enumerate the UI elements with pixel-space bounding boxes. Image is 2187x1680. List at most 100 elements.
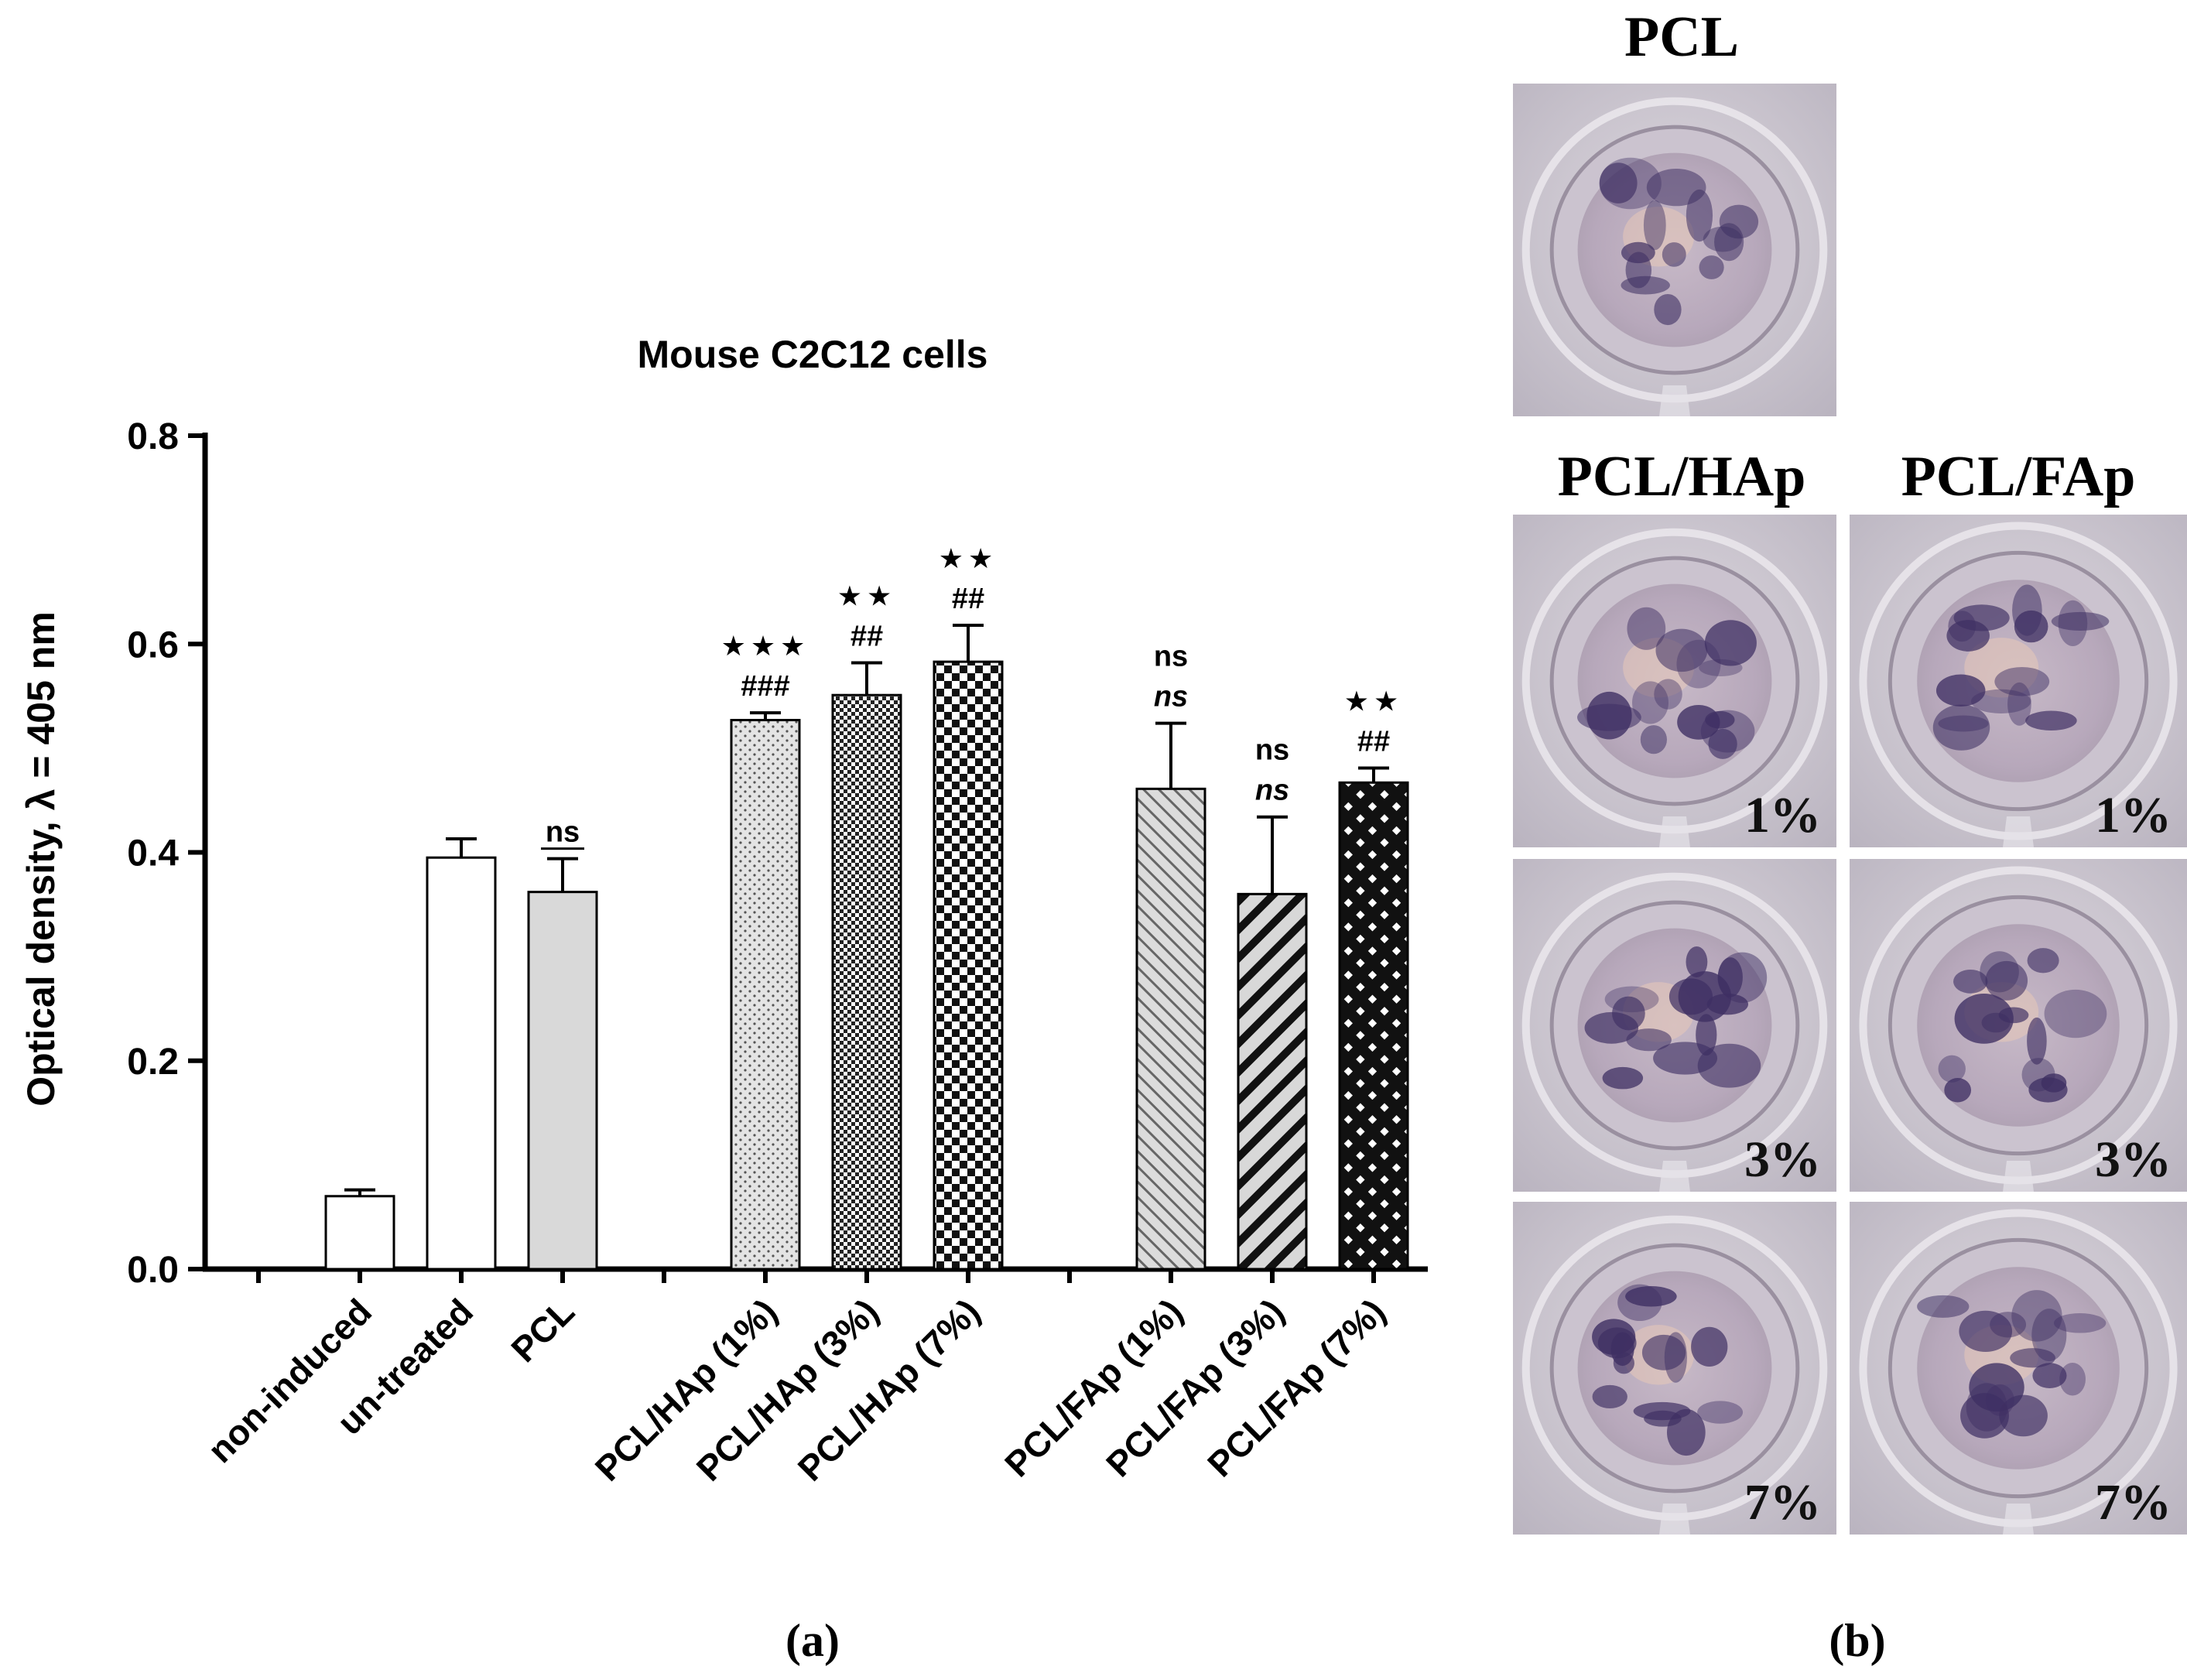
stain-spot [1617, 1284, 1662, 1322]
panel-label-a: (a) [785, 1615, 840, 1666]
bar-3 [527, 891, 598, 1271]
stain-spot [1686, 946, 1708, 978]
well-fap-1: 1% [1850, 515, 2187, 847]
stain-spot [1970, 689, 2031, 713]
stain-spot [2044, 989, 2107, 1038]
x-tick-label-4: PCL/HAp (1%) [587, 1291, 785, 1488]
annotation-line2-6: ## [952, 583, 984, 615]
stain-spot [1959, 1310, 2013, 1353]
stain-spot [1677, 704, 1720, 740]
stain-spot [1708, 728, 1737, 759]
stain-spot [2012, 584, 2042, 636]
stain-spot [1994, 666, 2050, 696]
panel-label-b: (b) [1829, 1615, 1885, 1666]
stain-spot [1641, 1334, 1686, 1370]
annotation-stars-5: ★★ [837, 580, 897, 611]
well-notch [1659, 1504, 1690, 1535]
chart-title: Mouse C2C12 cells [638, 333, 988, 376]
bar-4 [730, 719, 801, 1271]
photo-top-title: PCL [1624, 5, 1739, 69]
well-percent-label: 3% [2095, 1131, 2172, 1188]
stain-spot [1604, 986, 1659, 1013]
annotation-line1-8: ns [1255, 734, 1289, 767]
stain-spot [1719, 204, 1759, 239]
stain-spot [1953, 969, 1988, 994]
stain-spot [1653, 1042, 1718, 1075]
well-hap-2: 3% [1513, 859, 1836, 1192]
stain-spot [1643, 200, 1666, 251]
stain-spot [1705, 710, 1735, 729]
stain-spot [1717, 957, 1743, 997]
well-fap-3: 7% [1850, 1202, 2187, 1535]
well-percent-label: 3% [1744, 1131, 1821, 1188]
stain-spot [1704, 620, 1757, 666]
well-percent-label: 1% [1744, 787, 1821, 843]
bar-8 [1237, 892, 1308, 1271]
stain-spot [2011, 1290, 2062, 1342]
stain-spot [1627, 607, 1666, 650]
stain-spot [1592, 1384, 1627, 1408]
bar-2 [426, 856, 497, 1271]
stain-spot [1602, 1066, 1644, 1090]
error-bars [344, 624, 1389, 1196]
stain-spot [2010, 1348, 2055, 1368]
stain-spot [2007, 682, 2031, 726]
annotation-line2-7: ns [1154, 681, 1188, 713]
stain-spot [1625, 1286, 1677, 1307]
annotation-stars-9: ★★ [1344, 685, 1404, 717]
well-percent-label: 7% [2095, 1474, 2172, 1531]
stain-spot [1969, 1363, 2024, 1412]
stain-spot [1577, 703, 1641, 731]
bar-6 [933, 660, 1004, 1271]
photo-col-title-fap: PCL/FAp [1901, 445, 2136, 508]
stain-spot [2051, 611, 2110, 631]
stain-spot [1686, 189, 1713, 242]
stain-spot [1655, 628, 1708, 672]
photo-col-title-hap: PCL/HAp [1558, 445, 1806, 508]
well-notch [1659, 1161, 1690, 1192]
stain-spot [1662, 242, 1686, 267]
stain-spot [1640, 725, 1667, 754]
stain-spot [2028, 1077, 2068, 1103]
stain-spot [1717, 952, 1768, 1003]
stain-spot [1935, 674, 1986, 707]
stain-spot [1697, 1401, 1744, 1424]
x-tick-label-3: PCL [503, 1291, 582, 1370]
stain-spot [2059, 1363, 2086, 1396]
stain-spot [1621, 241, 1655, 264]
stain-spot [1654, 293, 1682, 326]
stain-spot [1699, 255, 1724, 279]
annotation-stars-4: ★★★ [721, 630, 810, 662]
stain-spot [1654, 679, 1682, 710]
well-pcl [1513, 84, 1836, 416]
well-images: 1% 1% 3% 3% 7% 7% [1513, 84, 2187, 1535]
y-tick-label: 0.8 [127, 416, 179, 457]
stain-spot [1981, 1012, 2011, 1033]
stain-spot [2031, 1309, 2067, 1362]
significance-annotations: ns ### ★★★ ## ★★ ## ★★ ns ns ns ns ## ★★ [541, 542, 1404, 850]
stain-spot [1932, 704, 1990, 751]
y-tick-label: 0.6 [127, 624, 179, 665]
photo-panel: PCL PCL/HAp PCL/FAp 1% 1% 3% 3% 7% 7% [1513, 5, 2187, 1535]
bar-chart: Mouse C2C12 cells Optical density, λ = 4… [19, 333, 1428, 1489]
y-axis-label: Optical density, λ = 405 nm [19, 611, 63, 1107]
well-hap-3: 7% [1513, 1202, 1836, 1535]
stain-spot [2027, 948, 2059, 973]
well-notch [2003, 1504, 2034, 1535]
bar-5 [831, 693, 902, 1271]
stain-spot [1938, 715, 1989, 732]
stain-spot [1664, 1332, 1687, 1383]
x-tick-label-9: PCL/FAp (7%) [1200, 1291, 1393, 1484]
annotation-line2-4: ### [741, 670, 789, 703]
y-tick-label: 0.4 [127, 833, 179, 874]
x-tick-label-6: PCL/HAp (7%) [790, 1291, 987, 1488]
stain-spot [1917, 1295, 1970, 1318]
stain-spot [1597, 1327, 1637, 1359]
stain-spot [1633, 1401, 1691, 1421]
x-tick-label-8: PCL/FAp (3%) [1098, 1291, 1292, 1484]
stain-spot [1632, 681, 1668, 724]
well-notch [2003, 1161, 2034, 1192]
well-hap-1: 1% [1513, 515, 1836, 847]
well-percent-label: 1% [2095, 787, 2172, 843]
bars [324, 660, 1409, 1271]
